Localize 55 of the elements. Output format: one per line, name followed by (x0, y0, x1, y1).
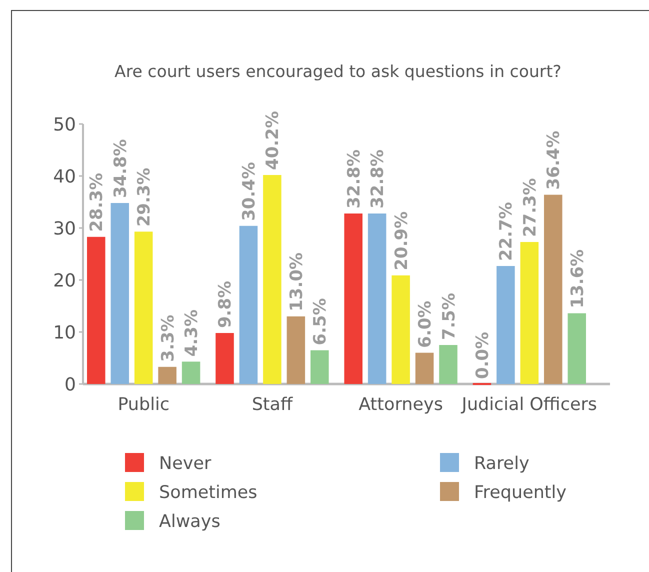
y-tick-label: 10 (53, 322, 76, 344)
bar (158, 366, 176, 384)
y-tick-label: 30 (53, 218, 76, 240)
bar (182, 362, 200, 384)
data-label: 0.0% (472, 332, 493, 379)
x-tick-label: Attorneys (358, 395, 443, 415)
data-label: 32.8% (344, 149, 364, 208)
data-label: 9.8% (216, 280, 236, 328)
data-label: 20.9% (392, 211, 412, 270)
bar (87, 236, 106, 384)
y-tick-label: 50 (53, 114, 76, 136)
data-label: 7.5% (439, 292, 460, 340)
y-tick-label: 40 (53, 166, 76, 188)
bar (415, 352, 434, 384)
data-label: 40.2% (263, 110, 284, 170)
bar (520, 242, 539, 384)
bar (496, 266, 515, 384)
data-label: 13.0% (286, 252, 307, 312)
data-label: 34.8% (110, 139, 131, 198)
legend-label: Never (159, 454, 212, 474)
bar (544, 194, 562, 384)
bar (134, 232, 153, 384)
data-label: 3.3% (158, 314, 178, 362)
data-label: 29.3% (134, 168, 155, 227)
x-tick-label: Judicial Officers (460, 395, 598, 415)
bar (216, 333, 234, 384)
data-label: 4.3% (182, 309, 202, 357)
legend-label: Sometimes (159, 482, 258, 503)
data-label: 6.5% (310, 298, 331, 346)
bar (568, 313, 586, 384)
data-label: 28.3% (87, 172, 108, 232)
x-tick-label: Public (118, 395, 170, 415)
legend-label: Rarely (474, 454, 530, 474)
y-tick-label: 0 (64, 374, 76, 396)
bar (263, 174, 282, 384)
data-label: 32.8% (368, 149, 388, 208)
bar (110, 203, 129, 384)
bar (286, 316, 306, 384)
data-label: 30.4% (239, 162, 260, 221)
data-label: 36.4% (544, 130, 564, 190)
data-label: 6.0% (416, 300, 436, 348)
bar (239, 226, 258, 384)
bar (368, 213, 386, 384)
data-label: 22.7% (496, 202, 517, 261)
bar (344, 213, 362, 384)
x-tick-label: Staff (252, 395, 294, 415)
chart-title: Are court users encouraged to ask questions in court? (114, 62, 562, 81)
bar (439, 345, 458, 384)
legend-label: Frequently (474, 482, 567, 503)
data-label: 13.6% (568, 249, 588, 308)
data-label: 27.3% (520, 178, 540, 238)
y-tick-label: 20 (53, 270, 76, 292)
bar (392, 275, 410, 384)
bar (310, 350, 329, 384)
legend-label: Always (159, 512, 220, 532)
